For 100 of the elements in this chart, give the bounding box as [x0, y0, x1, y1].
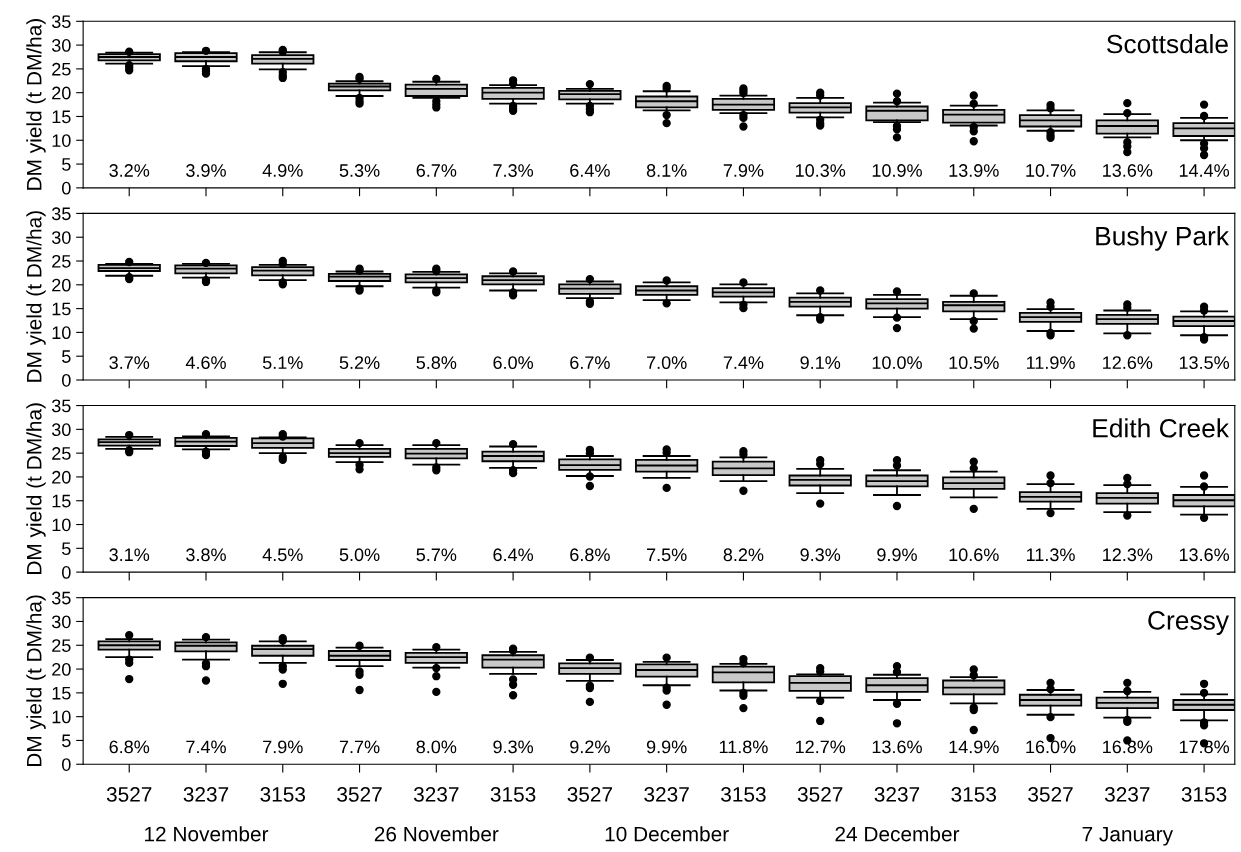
y-tick-label: 5 [62, 350, 71, 363]
text: 7.9% [723, 164, 764, 177]
y-axis-title: DM yield (t DM/ha) [26, 403, 46, 574]
text: 9.2% [570, 740, 610, 754]
text: 13.6% [1179, 548, 1230, 562]
text: 10 December [605, 826, 729, 842]
text: 8.2% [723, 548, 764, 562]
text: 13.6% [872, 740, 922, 754]
x-tick-label: 3527 [797, 787, 843, 802]
y-tick-label: 20 [52, 663, 71, 676]
text: 10.6% [949, 548, 999, 562]
text: 11.3% [1026, 548, 1075, 562]
text: 6.8% [570, 548, 610, 562]
text: 5.8% [416, 356, 457, 370]
y-tick-label: 25 [52, 254, 71, 268]
y-tick-label: 5 [62, 542, 71, 556]
y-axis-title: DM yield (t DM/ha) [26, 595, 46, 767]
text: 14.9% [949, 740, 999, 754]
text: 9.9% [646, 740, 687, 754]
y-tick-label: 15 [52, 302, 71, 316]
text: 4.5% [262, 548, 303, 562]
y-tick-label: 20 [52, 278, 71, 292]
x-tick-label: 3527 [567, 787, 612, 802]
text: 7.7% [339, 740, 380, 754]
x-tick-label: 3237 [874, 787, 920, 802]
text: 10.0% [872, 356, 922, 370]
text: 10.3% [795, 164, 846, 177]
x-tick-label: 3527 [337, 787, 382, 802]
text: 9.3% [800, 548, 841, 562]
chart-title: Edith Creek [1093, 418, 1230, 438]
x-tick-label: 3153 [490, 787, 536, 802]
text: 10.5% [949, 356, 999, 370]
text: 16.0% [1026, 740, 1076, 754]
y-tick-label: 25 [52, 62, 71, 76]
y-tick-label: 25 [52, 639, 71, 652]
y-tick-label: 30 [51, 423, 71, 437]
text: 24 December [835, 826, 960, 842]
text: 16.8% [1103, 740, 1153, 754]
text: 7.4% [723, 356, 764, 369]
y-tick-label: 30 [51, 615, 71, 629]
text: 13.5% [1179, 356, 1230, 370]
text: 4.9% [262, 164, 303, 177]
x-tick-label: 3237 [413, 787, 459, 802]
text: 4.6% [185, 356, 226, 370]
y-tick-label: 0 [62, 181, 71, 195]
y-tick-label: 30 [51, 231, 71, 244]
text: 12.3% [1103, 548, 1153, 562]
text: 11.9% [1026, 356, 1075, 370]
text: 3.1% [109, 548, 150, 562]
text: 9.3% [493, 740, 534, 754]
y-tick-label: 35 [51, 15, 71, 29]
text: 12 November [145, 826, 269, 842]
y-tick-label: 15 [52, 686, 71, 700]
text: 7.9% [263, 740, 303, 754]
y-tick-label: 10 [52, 326, 71, 340]
y-tick-label: 0 [62, 758, 71, 771]
text: 7.4% [186, 740, 226, 754]
x-tick-label: 3237 [644, 787, 689, 802]
y-tick-label: 20 [52, 86, 71, 100]
y-tick-label: 15 [52, 494, 71, 508]
x-tick-label: 3153 [951, 787, 997, 802]
y-tick-label: 15 [52, 110, 71, 124]
text: 3.2% [109, 164, 150, 177]
text: 3.7% [109, 356, 150, 370]
y-axis-title: DM yield (t DM/ha) [26, 19, 46, 190]
y-tick-label: 0 [62, 373, 71, 387]
text: 3.9% [186, 164, 226, 177]
text: 14.4% [1179, 164, 1230, 177]
text: 26 November [374, 826, 499, 842]
y-tick-label: 10 [52, 134, 71, 147]
text: 6.4% [570, 164, 610, 177]
text: 6.4% [493, 548, 534, 562]
text: 8.1% [646, 164, 687, 177]
chart-title: Bushy Park [1096, 226, 1230, 251]
text: 5.0% [339, 548, 380, 562]
text: 12.7% [795, 740, 846, 754]
y-tick-label: 10 [52, 710, 71, 724]
text: 11.8% [719, 740, 768, 754]
text: 5.1% [262, 356, 303, 370]
text: 10.9% [872, 164, 922, 177]
text: 9.9% [877, 548, 917, 562]
text: 13.6% [1103, 164, 1153, 177]
text: 8.0% [416, 740, 457, 754]
y-tick-label: 30 [51, 39, 71, 52]
text: 17.8% [1179, 740, 1230, 754]
text: 5.7% [416, 548, 457, 562]
y-tick-label: 35 [51, 207, 71, 221]
x-tick-label: 3237 [1104, 787, 1150, 802]
y-tick-label: 10 [52, 518, 71, 532]
text: 10.7% [1026, 164, 1076, 177]
y-tick-label: 25 [52, 447, 71, 460]
x-tick-label: 3237 [183, 787, 229, 802]
text: 5.3% [339, 164, 380, 177]
text: 9.1% [800, 356, 841, 370]
y-axis-title: DM yield (t DM/ha) [26, 211, 46, 382]
text: 5.2% [339, 356, 380, 370]
x-tick-label: 3153 [1181, 787, 1227, 802]
text: 7 January [1082, 826, 1174, 846]
y-tick-label: 5 [62, 158, 71, 171]
text: 13.9% [949, 164, 999, 177]
